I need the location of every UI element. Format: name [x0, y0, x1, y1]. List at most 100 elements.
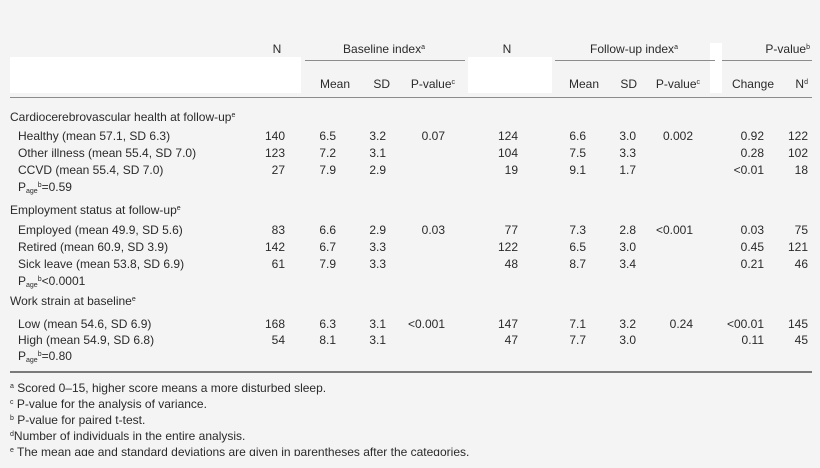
cell-followup-sd: 2.8 — [619, 223, 636, 237]
header-pvalue-baseline: P-valuec — [410, 77, 455, 91]
cell-nd: 121 — [787, 240, 808, 254]
cell-nd: 45 — [794, 333, 808, 347]
row-label: Sick leave (mean 53.8, SD 6.9) — [18, 257, 185, 271]
cell-followup-p: 0.24 — [669, 317, 693, 331]
header-mean-baseline: Mean — [319, 77, 350, 91]
cell-baseline-sd: 3.2 — [369, 129, 386, 143]
row-label: Low (mean 54.6, SD 6.9) — [18, 317, 152, 331]
row-label: Other illness (mean 55.4, SD 7.0) — [18, 146, 197, 160]
cell-change: 0.92 — [740, 129, 764, 143]
header-n: N — [272, 42, 282, 56]
section-title-employment: Employment status at follow-upe — [10, 203, 181, 217]
cell-baseline-sd: 2.9 — [369, 223, 386, 237]
cell-n: 168 — [264, 317, 285, 331]
cell-followup-mean: 6.5 — [569, 240, 586, 254]
cell-n2: 147 — [497, 317, 518, 331]
row-label: Healthy (mean 57.1, SD 6.3) — [18, 129, 171, 143]
header-sd-baseline: SD — [373, 77, 390, 91]
header-sd-followup: SD — [620, 77, 637, 91]
cell-nd: 102 — [787, 146, 808, 160]
cell-n2: 48 — [504, 257, 518, 271]
cell-followup-mean: 6.6 — [569, 129, 586, 143]
cell-nd: 145 — [787, 317, 808, 331]
cell-baseline-mean: 6.7 — [319, 240, 336, 254]
row-label: CCVD (mean 55.4, SD 7.0) — [18, 163, 164, 177]
cell-followup-sd: 3.4 — [619, 257, 636, 271]
header-bottom-rule — [10, 97, 812, 98]
followup-span-rule — [555, 60, 715, 61]
cell-baseline-mean: 6.3 — [319, 317, 336, 331]
footnote: e The mean age and standard deviations a… — [10, 445, 470, 456]
cell-n2: 122 — [497, 240, 518, 254]
cell-baseline-mean: 7.9 — [319, 257, 336, 271]
cell-baseline-sd: 3.1 — [369, 317, 386, 331]
header-followup-index: Follow-up indexa — [590, 42, 678, 56]
cell-followup-mean: 8.7 — [569, 257, 586, 271]
header-n2: N — [502, 42, 512, 56]
cell-followup-p: <0.001 — [655, 223, 693, 237]
header-pvalue: P-valueb — [765, 42, 810, 56]
cell-change: <0.01 — [733, 163, 764, 177]
header-change: Change — [731, 77, 774, 91]
row-label: Employed (mean 49.9, SD 5.6) — [18, 223, 183, 237]
cell-change: <00.01 — [726, 317, 764, 331]
section-title-work-strain: Work strain at baselinee — [10, 294, 136, 308]
cell-followup-mean: 7.3 — [569, 223, 586, 237]
footnote: dNumber of individuals in the entire ana… — [10, 429, 246, 443]
footnote: a Scored 0–15, higher score means a more… — [10, 381, 327, 395]
header-patch-mid — [468, 57, 552, 93]
cell-change: 0.03 — [740, 223, 764, 237]
header-pvalue-followup: P-valuec — [655, 77, 700, 91]
cell-change: 0.11 — [741, 333, 764, 347]
cell-baseline-sd: 3.3 — [369, 257, 386, 271]
cell-baseline-sd: 3.3 — [369, 240, 386, 254]
cell-change: 0.28 — [740, 146, 764, 160]
header-nd: Nd — [795, 77, 808, 91]
cell-n: 123 — [264, 146, 285, 160]
cell-baseline-p: <0.001 — [407, 317, 445, 331]
table-bottom-rule — [10, 371, 812, 373]
cell-nd: 75 — [794, 223, 808, 237]
cell-n2: 77 — [504, 223, 518, 237]
header-patch-left — [10, 57, 301, 93]
section-title-health: Cardiocerebrovascular health at follow-u… — [10, 110, 236, 124]
cell-nd: 18 — [794, 163, 808, 177]
cell-n2: 19 — [504, 163, 518, 177]
footnote: c P-value for the analysis of variance. — [10, 397, 207, 411]
cell-followup-sd: 1.7 — [619, 163, 636, 177]
row-label: High (mean 54.9, SD 6.8) — [18, 333, 155, 347]
cell-n2: 124 — [497, 129, 518, 143]
cell-followup-sd: 3.3 — [619, 146, 636, 160]
cell-followup-sd: 3.2 — [619, 317, 636, 331]
cell-baseline-p: 0.07 — [421, 129, 445, 143]
cell-n2: 104 — [497, 146, 518, 160]
cell-followup-p: 0.002 — [662, 129, 693, 143]
cell-n: 140 — [264, 129, 285, 143]
p-age-employment: Pageb<0.0001 — [18, 274, 86, 289]
p-age-health: Pageb=0.59 — [18, 180, 72, 195]
p-age-work-strain: Pageb=0.80 — [18, 349, 72, 364]
cell-baseline-mean: 7.9 — [319, 163, 336, 177]
cell-followup-mean: 7.7 — [569, 333, 586, 347]
cell-followup-mean: 9.1 — [569, 163, 586, 177]
cell-followup-mean: 7.5 — [569, 146, 586, 160]
pvalue-span-rule — [722, 60, 812, 61]
header-mean-followup: Mean — [568, 77, 599, 91]
cell-baseline-sd: 2.9 — [369, 163, 386, 177]
cell-n: 54 — [271, 333, 285, 347]
header-baseline-index: Baseline indexa — [343, 42, 425, 56]
cell-baseline-sd: 3.1 — [369, 146, 386, 160]
cell-change: 0.45 — [740, 240, 764, 254]
row-label: Retired (mean 60.9, SD 3.9) — [18, 240, 169, 254]
cell-nd: 122 — [787, 129, 808, 143]
cell-followup-sd: 3.0 — [619, 129, 636, 143]
cell-n2: 47 — [504, 333, 518, 347]
cell-baseline-mean: 8.1 — [319, 333, 336, 347]
cell-baseline-p: 0.03 — [421, 223, 445, 237]
cell-nd: 46 — [794, 257, 808, 271]
cell-n: 83 — [271, 223, 285, 237]
header-patch-right — [710, 43, 722, 93]
cell-baseline-mean: 6.5 — [319, 129, 336, 143]
cell-followup-sd: 3.0 — [619, 240, 636, 254]
cell-followup-mean: 7.1 — [569, 317, 586, 331]
